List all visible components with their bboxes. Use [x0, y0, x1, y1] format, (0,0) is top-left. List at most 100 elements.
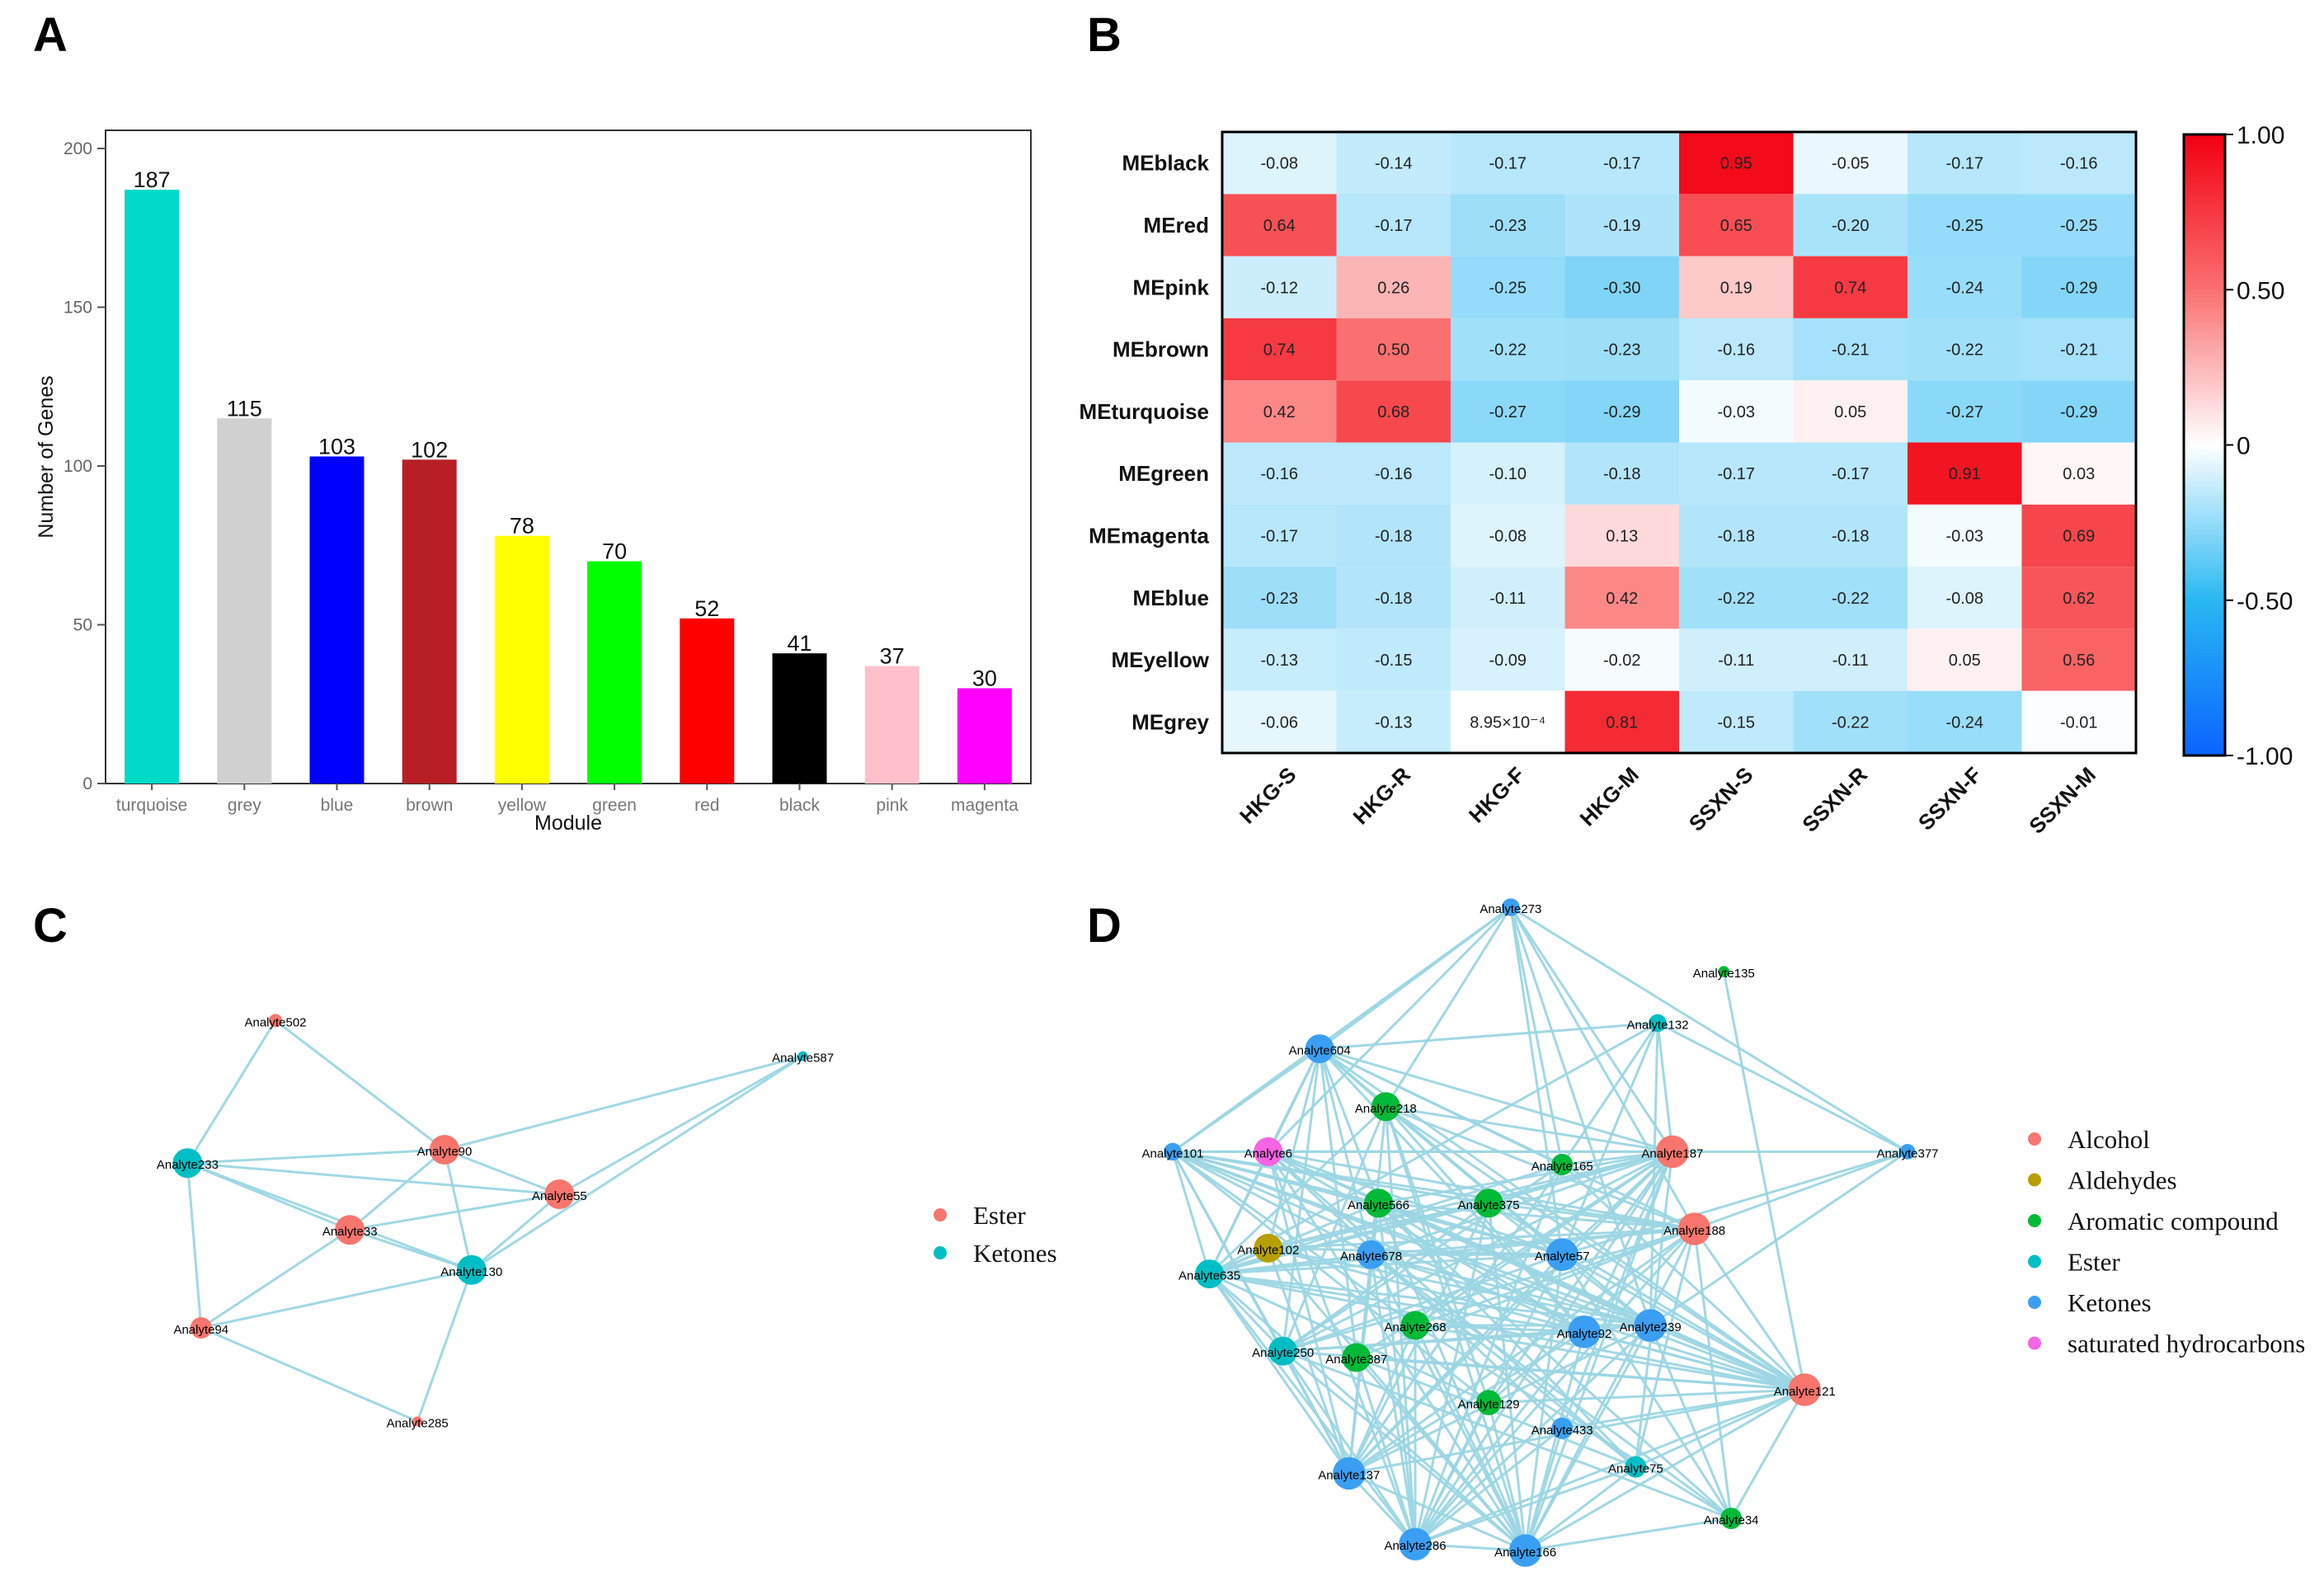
heatmap-cell	[1222, 132, 1337, 195]
network-edge	[1722, 971, 1806, 1391]
network-edge	[1208, 1151, 1270, 1275]
cell-value: -0.25	[2060, 217, 2098, 235]
network-node	[335, 1215, 365, 1245]
cell-value: -0.05	[1832, 155, 1870, 173]
heatmap-cell	[1336, 442, 1451, 505]
network-node	[1508, 1534, 1542, 1567]
network-edge	[1488, 1227, 1696, 1404]
network-node	[1333, 1457, 1366, 1490]
bar-red	[680, 618, 735, 784]
legend-label: Ester	[973, 1201, 1026, 1230]
heatmap-cell	[1564, 318, 1679, 381]
network-edge	[1209, 1273, 1651, 1327]
network-edge	[1560, 1254, 1733, 1519]
network-edge	[1171, 1151, 1211, 1275]
network-edge	[1524, 1388, 1806, 1552]
heatmap-cell	[1793, 318, 1908, 381]
network-node	[1254, 1137, 1283, 1166]
network-edge	[1510, 906, 1908, 1153]
network-edge	[1385, 1105, 1696, 1231]
row-label: MEgreen	[1118, 461, 1209, 486]
heatmap-cell	[1336, 318, 1451, 381]
heatmap-cell	[1336, 504, 1451, 567]
network-edge	[1172, 1047, 1321, 1153]
network-c: Analyte502 Analyte587 Analyte233 Analyte90 A…	[157, 1014, 1057, 1430]
network-edge	[1414, 1466, 1636, 1546]
network-node	[1899, 1144, 1916, 1160]
cell-value: 0.13	[1606, 527, 1638, 545]
x-tick-label: yellow	[498, 796, 547, 815]
network-edge	[1525, 1517, 1732, 1552]
column-label: SSXN-M	[2024, 762, 2101, 839]
legend-dot	[2028, 1132, 2041, 1146]
cell-value: -0.21	[2060, 341, 2098, 360]
heatmap-cell	[1564, 567, 1679, 629]
row-label: MEbrown	[1113, 337, 1209, 362]
network-edge	[1414, 1324, 1652, 1546]
cell-value: 0.42	[1263, 403, 1296, 421]
legend-label: saturated hydrocarbons	[2068, 1330, 2305, 1358]
node-label: Analyte218	[1355, 1102, 1417, 1116]
network-node	[544, 1179, 575, 1209]
legend-dot	[2028, 1214, 2041, 1227]
network-edge	[1172, 1151, 1490, 1404]
colorbar-tick-label: 0	[2237, 433, 2251, 460]
network-node	[1195, 1259, 1225, 1289]
network-edge	[1694, 1150, 1908, 1231]
row-label: MEturquoise	[1080, 399, 1209, 424]
cell-value: -0.25	[1945, 217, 1983, 235]
heatmap-cell	[1336, 628, 1451, 691]
network-edge	[1268, 1150, 1673, 1250]
panel-label-c: C	[33, 899, 68, 953]
node-label: Analyte130	[440, 1265, 502, 1279]
y-tick-label: 150	[64, 299, 92, 318]
network-node	[1551, 1417, 1574, 1439]
heatmap-cell	[1336, 567, 1451, 629]
network-edge	[275, 1019, 445, 1151]
legend-label: Aldehydes	[2068, 1166, 2177, 1195]
cell-value: -0.18	[1375, 527, 1413, 545]
heatmap-cell	[1679, 132, 1794, 195]
node-label: Analyte135	[1693, 967, 1755, 981]
column-label: HKG-M	[1574, 762, 1644, 831]
heatmap-cell	[1451, 690, 1565, 753]
legend-dot	[934, 1246, 947, 1259]
node-label: Analyte433	[1531, 1424, 1593, 1438]
cell-value: -0.03	[1717, 403, 1755, 421]
network-edge	[1487, 1402, 1527, 1551]
bar-pink	[864, 666, 920, 784]
heatmap-cell	[1336, 690, 1451, 753]
cell-value: -0.14	[1375, 155, 1413, 173]
bar-chart: 0 50 100 150 200 187 turquoise 115 grey 103 blue 10…	[35, 129, 1032, 835]
network-edge	[1649, 1151, 1908, 1327]
cell-value: -0.13	[1375, 713, 1413, 732]
network-edge	[1561, 1150, 1908, 1256]
heatmap-cell	[1451, 567, 1565, 629]
network-edge	[1561, 1388, 1805, 1430]
network-node	[1400, 1311, 1430, 1340]
cell-value: -0.11	[1489, 590, 1526, 608]
node-label: Analyte129	[1458, 1398, 1520, 1412]
cell-value: 0.91	[1949, 465, 1981, 483]
heatmap-cell	[1679, 442, 1794, 505]
node-label: Analyte375	[1458, 1198, 1520, 1212]
network-edge	[1385, 906, 1512, 1108]
network-edge	[1267, 1151, 1527, 1551]
network-node	[1475, 1390, 1502, 1415]
heatmap-cell	[1222, 318, 1337, 381]
network-edge	[1385, 1105, 1673, 1153]
cell-value: -0.22	[1832, 590, 1870, 608]
network-edge	[1693, 1228, 1806, 1391]
network-edge	[1356, 1356, 1805, 1391]
heatmap-cell	[2021, 318, 2136, 381]
node-label: Analyte502	[244, 1015, 306, 1029]
network-d: Analyte273 Analyte135 Analyte132 Analyte604…	[1141, 898, 2305, 1567]
node-label: Analyte55	[532, 1189, 587, 1203]
network-edge	[1560, 1022, 1659, 1165]
cell-value: -0.23	[1260, 590, 1298, 608]
node-label: Analyte165	[1531, 1160, 1593, 1174]
cell-value: -0.16	[1717, 341, 1755, 360]
network-node	[1634, 1309, 1667, 1342]
correlation-heatmap: MEblack -0.08 -0.14 -0.17 -0.17 0.95 -0.05 -0.1…	[1080, 122, 2293, 839]
